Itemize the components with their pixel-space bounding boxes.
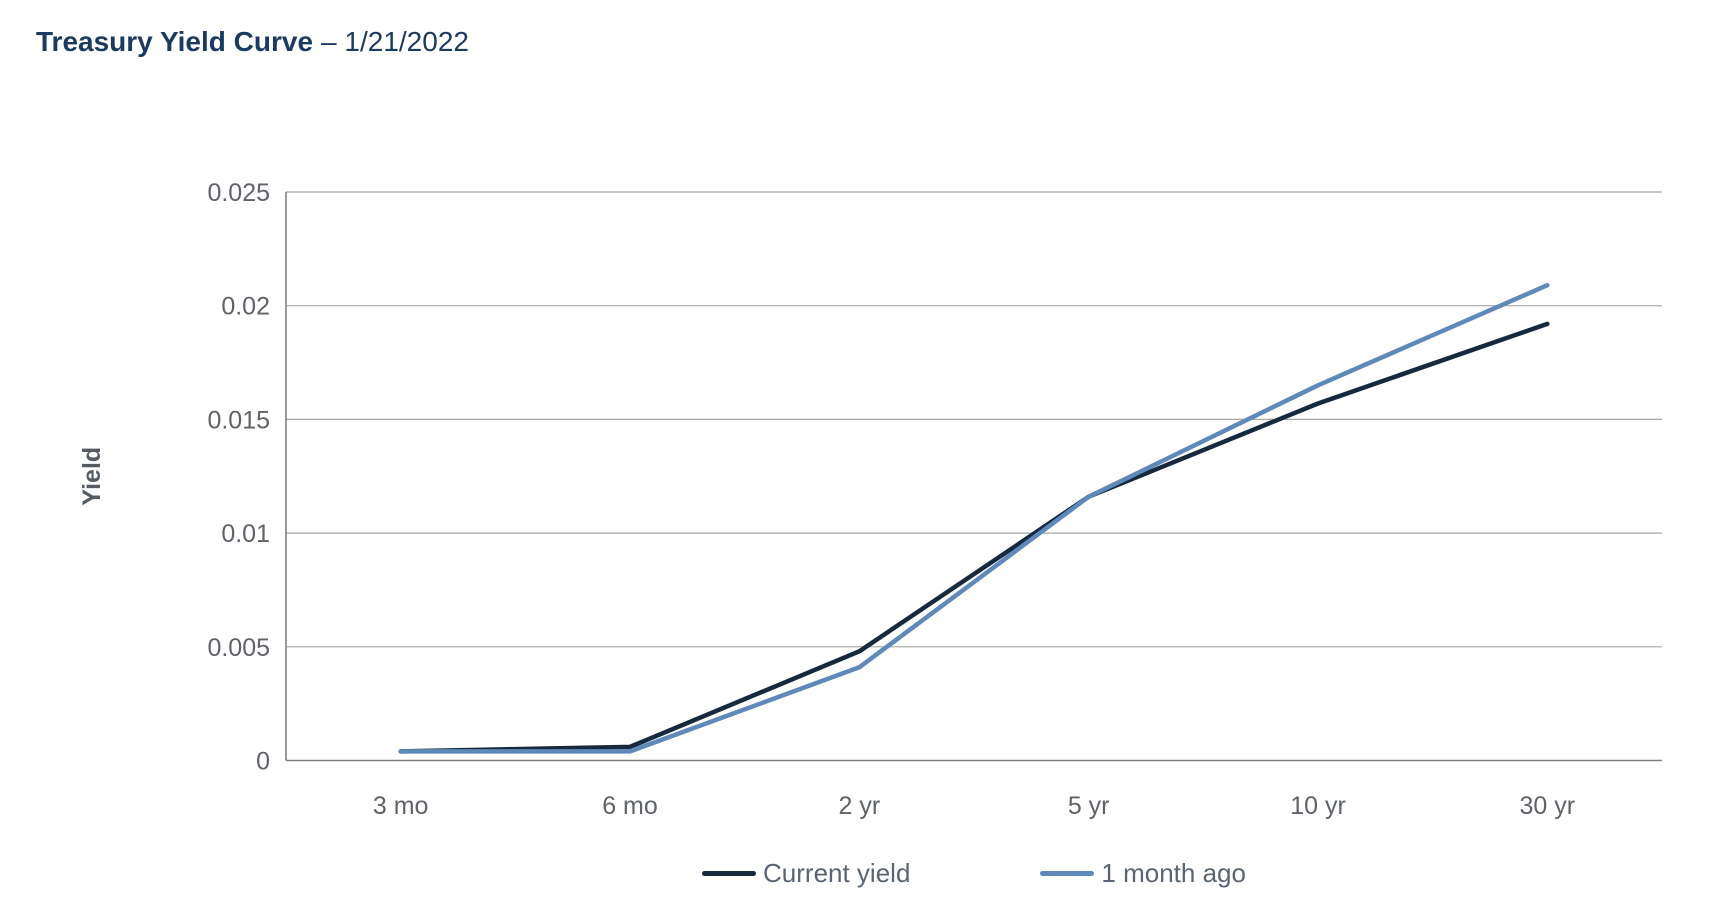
series-line-current-yield — [398, 321, 1550, 754]
y-tick-label: 0.025 — [207, 179, 270, 207]
legend-label: 1 month ago — [1101, 858, 1246, 888]
x-tick-label: 30 yr — [1520, 792, 1576, 820]
legend-line-swatch — [702, 871, 757, 876]
y-tick-label: 0.015 — [207, 406, 270, 434]
legend-entry-1-month-ago: 1 month ago — [1040, 858, 1246, 889]
x-tick-label: 5 yr — [1068, 792, 1110, 820]
chart-title: Treasury Yield Curve – 1/21/2022 — [36, 26, 469, 58]
y-axis-title: Yield — [78, 447, 106, 506]
chart-title-date: – 1/21/2022 — [321, 26, 469, 57]
series-line-1-month-ago — [398, 282, 1550, 754]
legend-entry-current-yield: Current yield — [702, 858, 910, 889]
y-tick-label: 0.005 — [207, 634, 270, 662]
y-tick-label: 0.01 — [221, 520, 270, 548]
legend-line-swatch — [1040, 871, 1095, 876]
legend-label: Current yield — [763, 858, 911, 888]
x-tick-label: 10 yr — [1290, 792, 1346, 820]
x-tick-label: 2 yr — [838, 792, 880, 820]
x-tick-label: 3 mo — [373, 792, 429, 820]
chart-legend: Current yield 1 month ago — [286, 858, 1662, 889]
y-tick-label: 0 — [256, 748, 270, 776]
y-tick-label: 0.02 — [221, 293, 270, 321]
x-tick-label: 6 mo — [602, 792, 658, 820]
chart-title-main: Treasury Yield Curve — [36, 26, 314, 57]
